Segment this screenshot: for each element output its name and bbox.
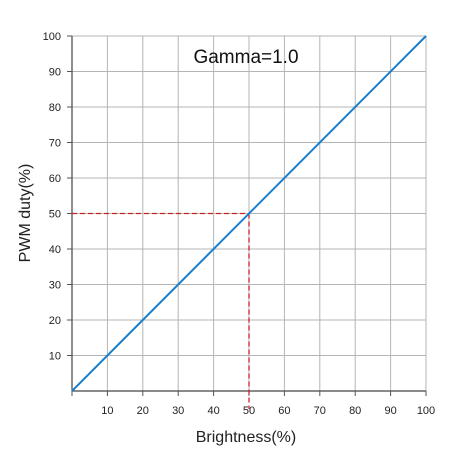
x-tick-label: 90 (384, 405, 396, 417)
x-tick-label: 10 (101, 405, 113, 417)
x-tick-label: 80 (349, 405, 361, 417)
x-tick-label: 30 (172, 405, 184, 417)
y-tick-label: 20 (49, 315, 61, 327)
y-tick-label: 90 (49, 67, 61, 79)
y-tick-label: 60 (49, 173, 61, 185)
y-tick-label: 70 (49, 138, 61, 150)
x-tick-label: 70 (314, 405, 326, 417)
x-axis-label: Brightness(%) (196, 429, 296, 446)
ticks: 10 20 30 40 50 60 70 80 90 100 10 20 30 40 50 60 70 80 90 1… (43, 31, 436, 417)
series-line (71, 35, 427, 392)
y-tick-label: 10 (49, 351, 61, 363)
reference-lines (72, 212, 250, 409)
x-tick-label: 20 (137, 405, 149, 417)
x-tick-label: 100 (417, 405, 435, 417)
x-tick-label: 50 (243, 405, 255, 417)
y-axis-label: PWM duty(%) (17, 164, 34, 263)
y-tick-label: 50 (49, 209, 61, 221)
y-tick-label: 30 (49, 280, 61, 292)
x-tick-label: 40 (207, 405, 219, 417)
y-tick-label: 100 (43, 31, 61, 43)
x-tick-label: 60 (278, 405, 290, 417)
chart-title: Gamma=1.0 (193, 47, 298, 68)
y-tick-label: 40 (49, 244, 61, 256)
y-tick-label: 80 (49, 102, 61, 114)
series-layer (71, 35, 427, 392)
